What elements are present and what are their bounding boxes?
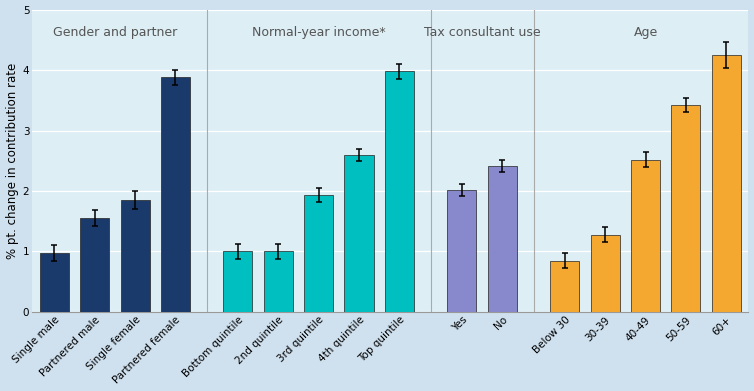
Bar bbox=[161, 77, 190, 312]
Bar bbox=[631, 160, 660, 312]
Bar bbox=[264, 251, 293, 312]
Bar bbox=[488, 166, 516, 312]
Bar bbox=[121, 200, 149, 312]
Text: Age: Age bbox=[633, 27, 657, 39]
Bar bbox=[712, 55, 740, 312]
Bar bbox=[550, 260, 579, 312]
Bar bbox=[447, 190, 477, 312]
Y-axis label: % pt. change in contribution rate: % pt. change in contribution rate bbox=[5, 63, 19, 259]
Bar bbox=[80, 218, 109, 312]
Bar bbox=[671, 105, 700, 312]
Bar bbox=[223, 251, 253, 312]
Text: Gender and partner: Gender and partner bbox=[53, 27, 177, 39]
Text: Normal-year income*: Normal-year income* bbox=[252, 27, 385, 39]
Text: Tax consultant use: Tax consultant use bbox=[424, 27, 541, 39]
Bar bbox=[40, 253, 69, 312]
Bar bbox=[345, 155, 373, 312]
Bar bbox=[304, 195, 333, 312]
Bar bbox=[590, 235, 620, 312]
Bar bbox=[385, 71, 414, 312]
